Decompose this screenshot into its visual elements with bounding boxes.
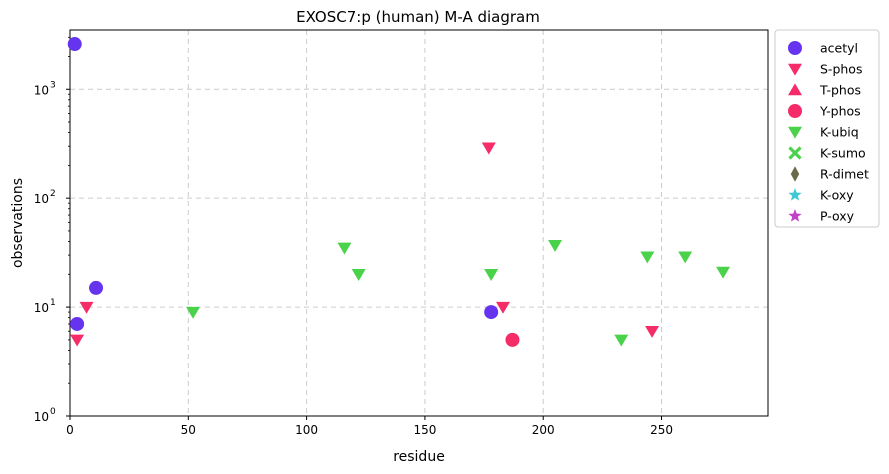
s-phos-point bbox=[645, 325, 660, 338]
legend-label-k-oxy: K-oxy bbox=[820, 188, 854, 203]
legend-marker-k-ubiq bbox=[788, 126, 802, 139]
x-tick-label: 100 bbox=[295, 423, 318, 437]
acetyl-point bbox=[89, 280, 104, 295]
k-ubiq-point bbox=[186, 306, 201, 319]
k-ubiq-point bbox=[351, 269, 366, 281]
y-phos-point bbox=[505, 332, 520, 347]
k-ubiq-point bbox=[484, 269, 499, 281]
legend-marker-y-phos bbox=[788, 104, 802, 118]
chart-title: EXOSC7:p (human) M-A diagram bbox=[296, 8, 540, 26]
legend-label-p-oxy: P-oxy bbox=[820, 209, 855, 224]
acetyl-point bbox=[67, 37, 82, 52]
k-ubiq-point bbox=[337, 242, 352, 255]
y-tick-exponent: 3 bbox=[50, 80, 56, 90]
y-axis-label: observations bbox=[10, 178, 26, 268]
x-tick-label: 250 bbox=[650, 423, 673, 437]
legend-label-r-dimet: R-dimet bbox=[820, 167, 869, 182]
y-tick-label: 10 bbox=[34, 192, 49, 206]
y-tick-exponent: 1 bbox=[50, 298, 56, 308]
legend-frame bbox=[774, 29, 880, 228]
s-phos-point bbox=[495, 301, 510, 314]
x-tick-label: 200 bbox=[532, 423, 555, 437]
data-points bbox=[67, 37, 731, 347]
y-tick-label: 10 bbox=[34, 301, 49, 315]
legend-marker-p-oxy bbox=[788, 209, 802, 222]
k-ubiq-point bbox=[678, 251, 693, 264]
x-tick-label: 0 bbox=[66, 423, 74, 437]
legend-marker-r-dimet bbox=[790, 166, 800, 182]
legend-marker-s-phos bbox=[788, 63, 802, 76]
grid-lines bbox=[70, 30, 768, 416]
legend-label-t-phos: T-phos bbox=[819, 83, 861, 98]
legend-label-k-sumo: K-sumo bbox=[820, 146, 866, 161]
x-axis-label: residue bbox=[393, 449, 445, 465]
y-tick-exponent: 2 bbox=[50, 189, 56, 199]
acetyl-point bbox=[70, 316, 85, 331]
x-tick-label: 150 bbox=[413, 423, 436, 437]
legend-label-acetyl: acetyl bbox=[820, 41, 858, 56]
legend-label-s-phos: S-phos bbox=[820, 62, 862, 77]
legend-marker-k-sumo bbox=[788, 146, 802, 160]
legend-marker-t-phos bbox=[788, 83, 802, 96]
legend-marker-acetyl bbox=[788, 41, 802, 55]
plot-area bbox=[69, 29, 769, 417]
k-ubiq-point bbox=[548, 239, 563, 252]
s-phos-point bbox=[481, 142, 496, 155]
legend: acetyl S-phos T-phos Y-phos K-ubiq K-sumo R-di… bbox=[774, 29, 880, 228]
legend-label-y-phos: Y-phos bbox=[819, 104, 861, 119]
x-axis: 0 50 100 150 200 250 bbox=[66, 416, 673, 437]
y-tick-label: 10 bbox=[34, 410, 49, 424]
x-tick-label: 50 bbox=[181, 423, 196, 437]
k-ubiq-point bbox=[640, 251, 655, 264]
k-ubiq-point bbox=[716, 266, 731, 279]
legend-label-k-ubiq: K-ubiq bbox=[820, 125, 859, 140]
s-phos-point bbox=[70, 334, 85, 347]
y-tick-exponent: 0 bbox=[50, 407, 56, 417]
y-tick-label: 10 bbox=[34, 83, 49, 97]
s-phos-point bbox=[79, 301, 94, 314]
legend-marker-k-oxy bbox=[788, 188, 802, 201]
acetyl-point bbox=[484, 305, 499, 320]
k-ubiq-point bbox=[614, 334, 629, 347]
